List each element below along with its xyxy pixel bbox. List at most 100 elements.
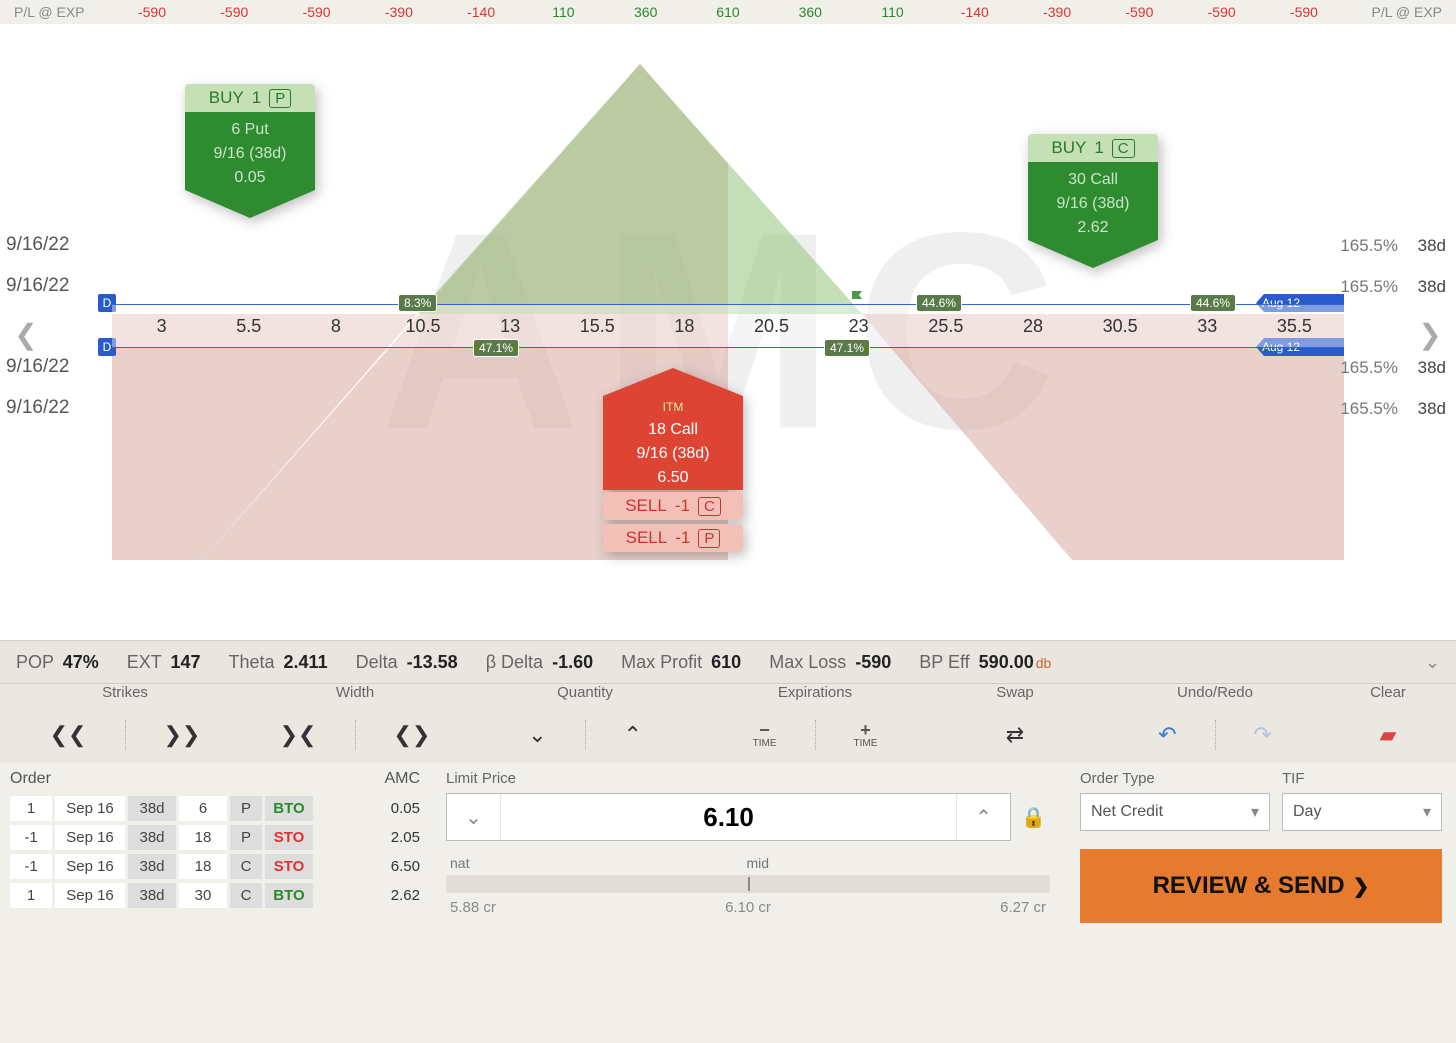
leg-body: 6 Put 9/16 (38d) 0.05 — [185, 112, 315, 190]
strike-value[interactable]: 18 — [641, 316, 728, 337]
leg-strike: 18 Call — [603, 418, 743, 442]
leg-exp[interactable]: Sep 16 — [55, 854, 125, 879]
leg-qty: 1 — [252, 88, 261, 108]
leg-card-buy-call[interactable]: BUY 1 C 30 Call 9/16 (38d) 2.62 — [1028, 134, 1158, 240]
strike-value[interactable]: 10.5 — [379, 316, 466, 337]
exp-plus-time[interactable]: +TIME — [846, 721, 886, 749]
pl-value: -140 — [451, 4, 511, 20]
leg-strike[interactable]: 18 — [179, 825, 227, 850]
strike-value[interactable]: 8 — [292, 316, 379, 337]
leg-action: BUY — [209, 88, 244, 108]
leg-dte: 38d — [128, 796, 176, 821]
leg-qty[interactable]: 1 — [10, 796, 52, 821]
review-send-button[interactable]: REVIEW & SEND❯ — [1080, 849, 1442, 923]
dte-right: 38d — [1418, 358, 1446, 378]
slider-thumb[interactable] — [748, 877, 750, 891]
leg-strike[interactable]: 6 — [179, 796, 227, 821]
order-leg-row[interactable]: 1Sep 1638d30CBTO2.62 — [10, 883, 420, 908]
prob-badge: 8.3% — [398, 294, 437, 312]
strategy-chart: AMC 9/16/22 9/16/22 9/16/22 9/16/22 165.… — [0, 24, 1456, 640]
clear-icon[interactable]: ▰ — [1372, 722, 1405, 748]
chevron-down-icon: ▾ — [1251, 802, 1259, 822]
qty-down-icon[interactable]: ⌄ — [520, 722, 554, 748]
leg-header: SELL -1 C — [603, 492, 743, 520]
leg-qty[interactable]: -1 — [10, 825, 52, 850]
leg-body: ITM 18 Call 9/16 (38d) 6.50 — [603, 396, 743, 490]
width-out-icon[interactable]: ❮❯ — [386, 722, 439, 748]
pl-value: 610 — [698, 4, 758, 20]
tool-label-exp: Expirations — [700, 684, 930, 714]
pl-value: -390 — [1027, 4, 1087, 20]
leg-price: 6.50 — [603, 466, 743, 490]
limit-price-label: Limit Price — [446, 770, 1050, 787]
order-header: Order — [10, 770, 51, 788]
order-type-label: Order Type — [1080, 770, 1270, 787]
pl-value: 360 — [616, 4, 676, 20]
order-type-select[interactable]: Net Credit▾ — [1080, 793, 1270, 831]
leg-header: SELL -1 P — [603, 524, 743, 552]
strike-value[interactable]: 20.5 — [728, 316, 815, 337]
dte-right: 38d — [1418, 277, 1446, 297]
pl-value: -590 — [204, 4, 264, 20]
strikes-scroll-left[interactable]: ❮ — [12, 314, 40, 354]
leg-exp[interactable]: Sep 16 — [55, 825, 125, 850]
stat-ext: EXT 147 — [127, 652, 201, 673]
width-in-icon[interactable]: ❯❮ — [272, 722, 325, 748]
tool-label-clear: Clear — [1330, 684, 1446, 714]
strikes-right-icon[interactable]: ❯❯ — [156, 722, 209, 748]
leg-card-sell[interactable]: ITM 18 Call 9/16 (38d) 6.50 SELL -1 C SE… — [603, 396, 743, 552]
pl-value: -590 — [1274, 4, 1334, 20]
strike-value[interactable]: 30.5 — [1077, 316, 1164, 337]
tool-group-width: ❯❮ ❮❯ — [240, 714, 470, 756]
strike-value[interactable]: 3 — [118, 316, 205, 337]
strikes-scroll-right[interactable]: ❯ — [1416, 314, 1444, 354]
strike-value[interactable]: 35.5 — [1251, 316, 1338, 337]
leg-card-buy-put[interactable]: BUY 1 P 6 Put 9/16 (38d) 0.05 — [185, 84, 315, 190]
limit-price-value[interactable]: 6.10 — [501, 802, 956, 833]
strike-value[interactable]: 28 — [989, 316, 1076, 337]
exp-minus-time[interactable]: −TIME — [745, 721, 785, 749]
leg-strike[interactable]: 18 — [179, 854, 227, 879]
prob-badge: 47.1% — [473, 339, 519, 357]
leg-price: 0.05 — [185, 166, 315, 190]
undo-icon[interactable]: ↶ — [1150, 722, 1184, 748]
leg-exp: 9/16 (38d) — [603, 442, 743, 466]
exp-date-left: 9/16/22 — [6, 397, 69, 419]
price-decrease-button[interactable]: ⌄ — [447, 794, 501, 840]
right-price: 6.27 cr — [1000, 899, 1046, 916]
redo-icon[interactable]: ↷ — [1246, 722, 1280, 748]
strike-value[interactable]: 23 — [815, 316, 902, 337]
tif-select[interactable]: Day▾ — [1282, 793, 1442, 831]
tool-group-clear: ▰ — [1330, 714, 1446, 756]
leg-pc: P — [230, 825, 262, 850]
swap-icon[interactable]: ⇄ — [998, 722, 1032, 748]
leg-qty[interactable]: 1 — [10, 883, 52, 908]
qty-up-icon[interactable]: ⌃ — [616, 722, 650, 748]
leg-qty: -1 — [675, 496, 690, 516]
order-leg-row[interactable]: 1Sep 1638d6PBTO0.05 — [10, 796, 420, 821]
leg-type-tag: C — [698, 497, 721, 516]
order-leg-row[interactable]: -1Sep 1638d18PSTO2.05 — [10, 825, 420, 850]
leg-type-tag: P — [698, 529, 720, 548]
strikes-left-icon[interactable]: ❮❮ — [42, 722, 95, 748]
leg-strike[interactable]: 30 — [179, 883, 227, 908]
price-slider[interactable] — [446, 875, 1050, 893]
tool-label-qty: Quantity — [470, 684, 700, 714]
strike-value[interactable]: 15.5 — [554, 316, 641, 337]
current-price-flag-icon — [850, 290, 864, 306]
strike-value[interactable]: 5.5 — [205, 316, 292, 337]
leg-exp[interactable]: Sep 16 — [55, 883, 125, 908]
order-panel: Order AMC 1Sep 1638d6PBTO0.05-1Sep 1638d… — [0, 762, 1456, 1043]
stats-expand-icon[interactable]: ⌄ — [1425, 652, 1440, 673]
leg-price: 2.05 — [360, 825, 420, 850]
order-leg-row[interactable]: -1Sep 1638d18CSTO6.50 — [10, 854, 420, 879]
strike-value[interactable]: 33 — [1164, 316, 1251, 337]
leg-exp[interactable]: Sep 16 — [55, 796, 125, 821]
price-lock-icon[interactable]: 🔒 — [1017, 805, 1050, 830]
leg-qty[interactable]: -1 — [10, 854, 52, 879]
chevron-right-icon: ❯ — [1353, 874, 1370, 899]
strike-value[interactable]: 25.5 — [902, 316, 989, 337]
strike-value[interactable]: 13 — [467, 316, 554, 337]
price-increase-button[interactable]: ⌃ — [956, 794, 1010, 840]
toolrow: ❮❮ ❯❯ ❯❮ ❮❯ ⌄ ⌃ −TIME +TIME ⇄ ↶ ↷ ▰ — [0, 714, 1456, 762]
